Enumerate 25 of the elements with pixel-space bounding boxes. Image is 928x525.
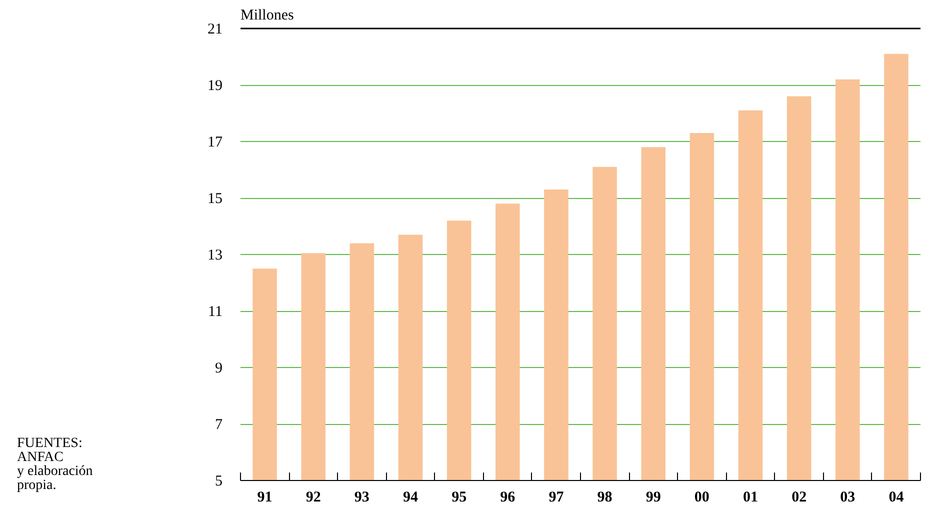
source-note: FUENTES: ANFAC y elaboración propia.	[17, 436, 93, 493]
x-tick-label: 99	[646, 490, 661, 506]
y-tick-label: 5	[215, 474, 222, 490]
x-tick-label: 02	[792, 490, 807, 506]
y-tick-label: 9	[215, 360, 222, 376]
x-tick-label: 01	[743, 490, 758, 506]
x-tick-label: 98	[597, 490, 612, 506]
y-tick-label: 15	[208, 191, 222, 207]
x-tick-label: 92	[306, 490, 321, 506]
y-tick-label: 17	[208, 134, 223, 150]
x-tick-label: 94	[403, 490, 418, 506]
y-tick-label: 19	[208, 78, 222, 94]
x-tick-label: 96	[500, 490, 516, 506]
x-tick-label: 04	[888, 490, 904, 506]
x-tick-label: 00	[694, 490, 710, 506]
x-tick-label: 91	[257, 490, 272, 506]
x-tick-label: 03	[840, 490, 856, 506]
y-tick-label: 11	[208, 304, 223, 320]
y-tick-label: 13	[208, 248, 222, 264]
y-axis-title: Millones	[240, 8, 294, 24]
x-tick-label: 97	[548, 490, 564, 506]
x-tick-label: 95	[452, 490, 467, 506]
y-tick-label: 7	[215, 417, 223, 433]
x-tick-label: 93	[354, 490, 370, 506]
y-tick-label: 21	[208, 22, 222, 38]
